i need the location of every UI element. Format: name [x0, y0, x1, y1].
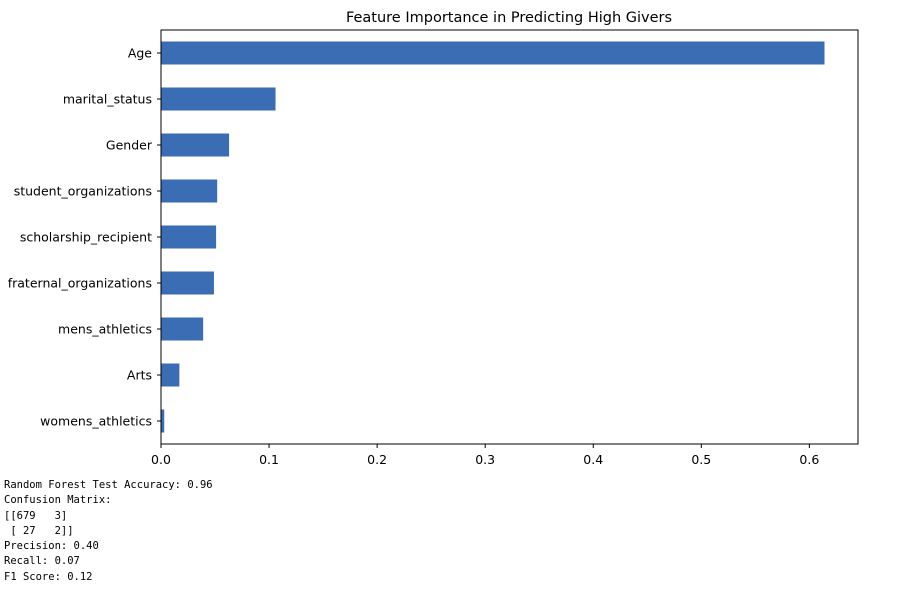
- output-line: [[679 3]: [4, 509, 68, 522]
- output-line: F1 Score: 0.12: [4, 570, 93, 583]
- bar: [161, 317, 204, 341]
- feature-importance-chart: Feature Importance in Predicting High Gi…: [8, 10, 859, 467]
- output-line: Precision: 0.40: [4, 540, 99, 553]
- category-label: Gender: [106, 138, 153, 153]
- bar: [161, 41, 825, 65]
- category-label: womens_athletics: [40, 414, 152, 429]
- x-axis: 0.0 0.1 0.2 0.3 0.4 0.5 0.6: [151, 444, 819, 467]
- category-label: Arts: [127, 368, 152, 383]
- bar: [161, 225, 217, 249]
- console-output: Random Forest Test Accuracy: 0.96 Confusi…: [4, 478, 213, 585]
- bar: [161, 409, 165, 433]
- x-tick-label: 0.1: [259, 452, 279, 467]
- y-axis: Age marital_status Gender student_organizat…: [8, 46, 161, 429]
- output-line: Recall: 0.07: [4, 555, 80, 568]
- x-tick-label: 0.5: [691, 452, 711, 467]
- x-tick-label: 0.0: [151, 452, 171, 467]
- bar: [161, 271, 214, 295]
- plot-frame: [160, 29, 859, 445]
- x-tick-label: 0.3: [475, 452, 495, 467]
- category-label: mens_athletics: [58, 322, 152, 337]
- bar: [161, 133, 230, 157]
- bar: [161, 179, 218, 203]
- output-line: Confusion Matrix:: [4, 494, 112, 507]
- bars-group: [161, 41, 825, 433]
- x-tick-label: 0.6: [799, 452, 819, 467]
- category-label: Age: [128, 46, 152, 61]
- bar: [161, 87, 276, 111]
- category-label: scholarship_recipient: [20, 230, 152, 245]
- x-tick-label: 0.2: [367, 452, 387, 467]
- chart-title: Feature Importance in Predicting High Gi…: [346, 10, 672, 26]
- category-label: fraternal_organizations: [8, 276, 152, 291]
- category-label: marital_status: [63, 92, 152, 107]
- bar: [161, 363, 180, 387]
- x-tick-label: 0.4: [583, 452, 603, 467]
- output-line: Random Forest Test Accuracy: 0.96: [4, 479, 213, 491]
- output-line: [ 27 2]]: [4, 524, 74, 537]
- category-label: student_organizations: [14, 184, 152, 199]
